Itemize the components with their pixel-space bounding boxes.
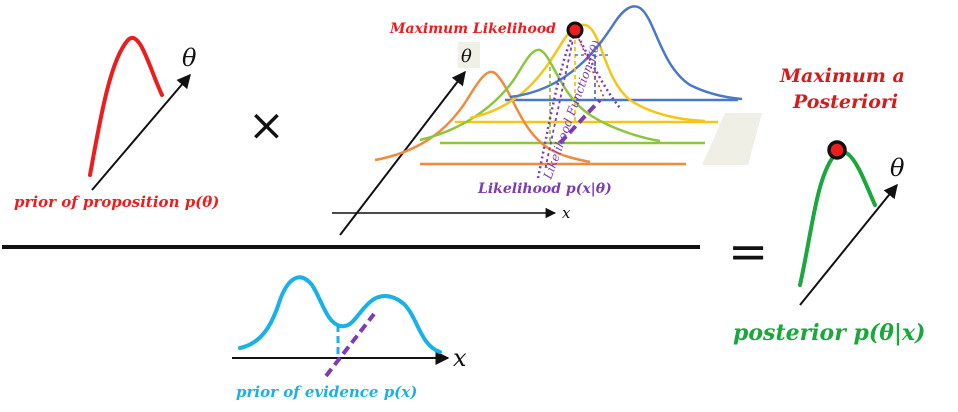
posterior-diagram: Maximum a Posteriori θ posterior p(θ|x)	[733, 65, 925, 346]
evidence-label: prior of evidence p(x)	[236, 383, 417, 401]
likelihood-label: Likelihood p(x|θ)	[477, 181, 612, 197]
ml-point	[566, 21, 584, 39]
curve-orange	[374, 70, 591, 164]
posterior-label: posterior p(θ|x)	[733, 320, 925, 346]
evidence-curve	[238, 275, 442, 354]
posterior-theta-axis	[799, 183, 898, 306]
ml-label: Maximum Likelihood	[389, 21, 556, 37]
map-label-line2: Posteriori	[792, 91, 898, 113]
prior-curve	[88, 35, 164, 177]
prior-axis-label: θ	[182, 44, 197, 72]
likelihood-theta-label: θ	[461, 46, 472, 67]
observation-line	[558, 98, 602, 145]
posterior-axis-label: θ	[890, 154, 905, 182]
curve-yellow	[469, 23, 706, 123]
curve-green	[419, 48, 661, 143]
map-label-line1: Maximum a	[779, 65, 905, 87]
posterior-curve	[798, 150, 877, 287]
curve-blue	[509, 5, 743, 101]
evidence-x-label: x	[453, 344, 467, 372]
prior-label: prior of proposition p(θ)	[14, 193, 219, 211]
times-symbol: ×	[248, 100, 285, 151]
likelihood-diagram: θ x Maximum Likelihood Likelihood Functi…	[332, 5, 762, 236]
theta-label-bg	[458, 42, 480, 68]
prior-theta-axis	[91, 73, 191, 191]
likelihood-plane	[702, 113, 762, 165]
map-point	[827, 140, 847, 160]
evidence-diagram: x prior of evidence p(x)	[232, 275, 467, 401]
prior-diagram: θ prior of proposition p(θ)	[14, 35, 219, 211]
equals-symbol: =	[728, 224, 768, 280]
likelihood-x-label: x	[562, 204, 571, 222]
